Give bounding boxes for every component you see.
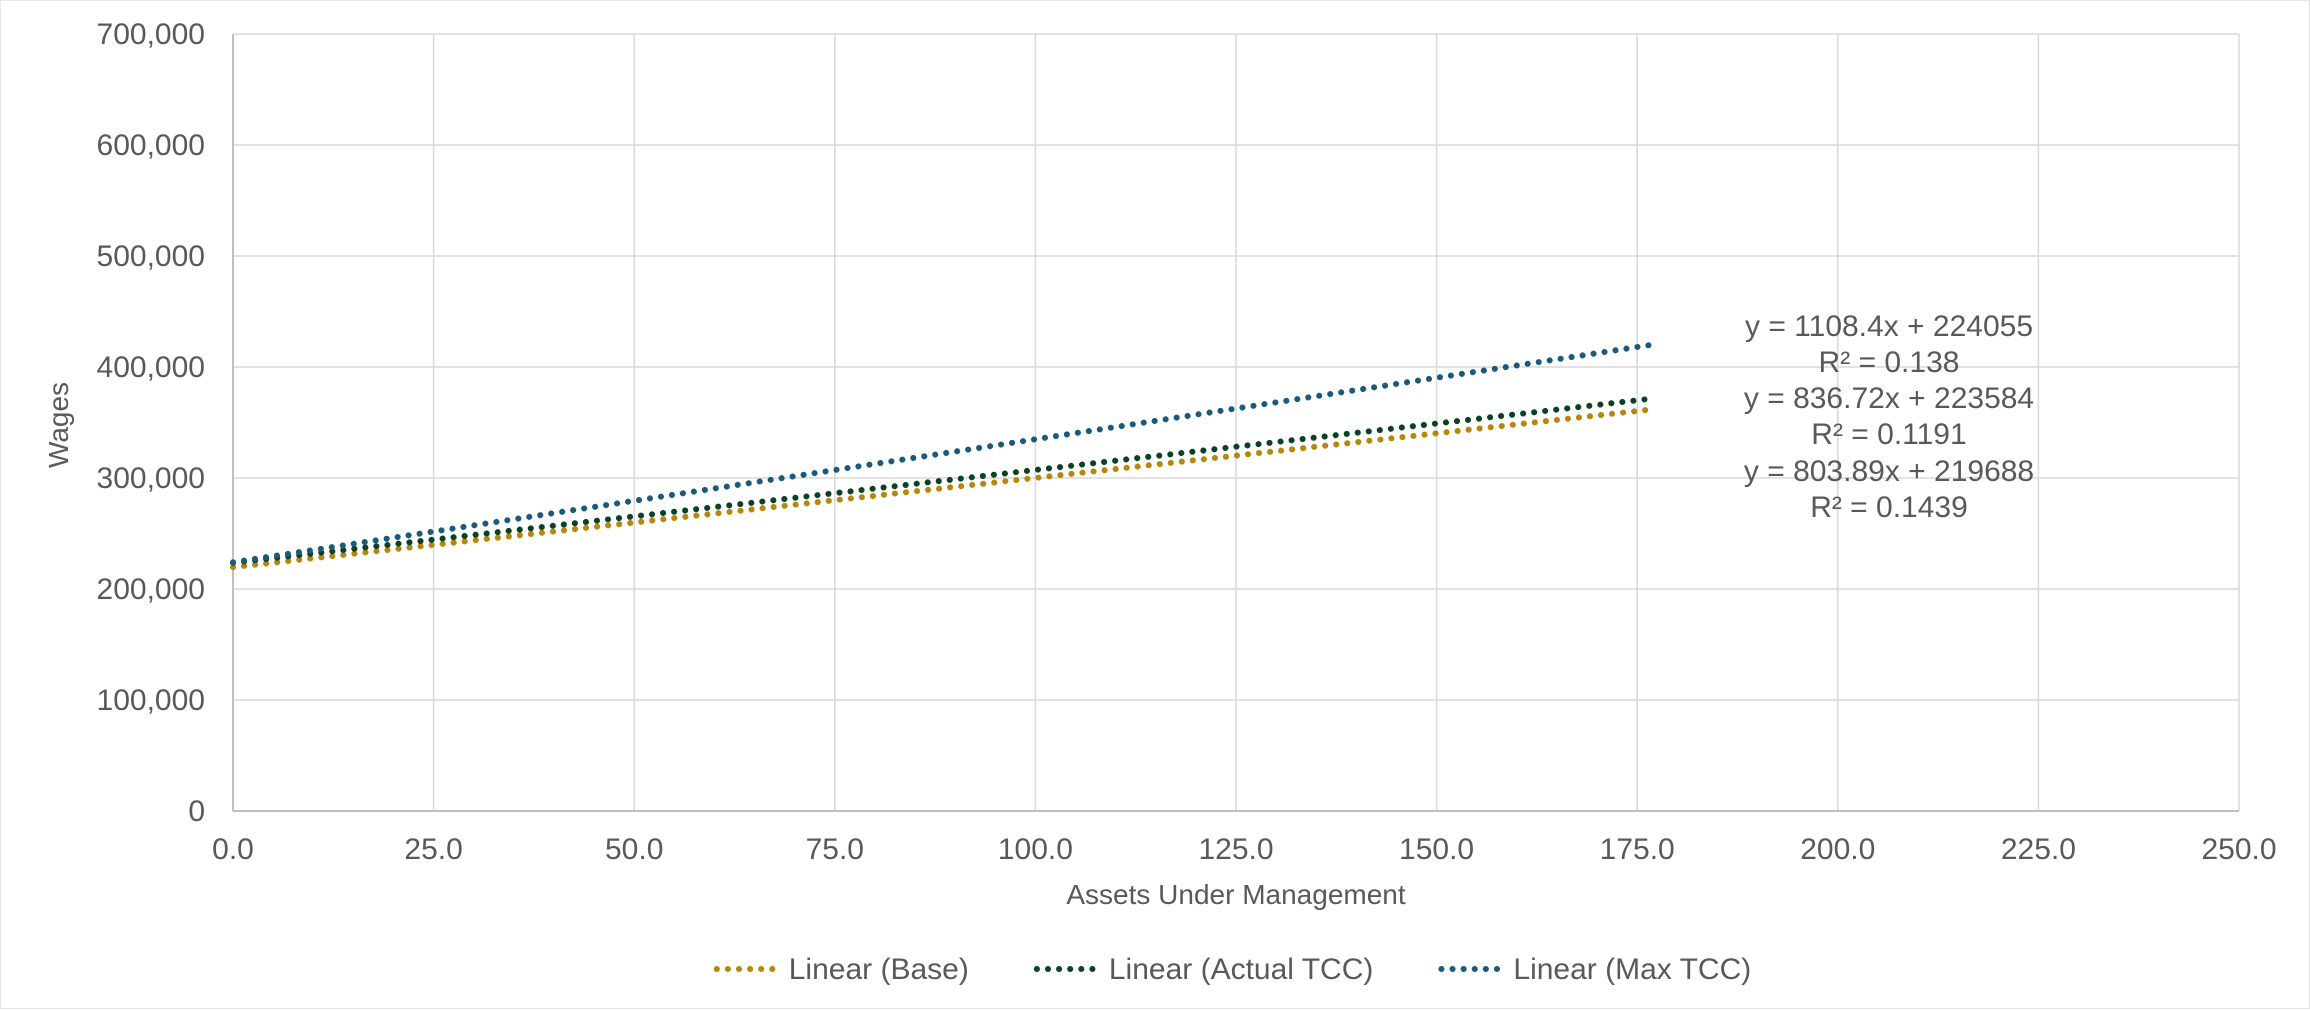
series-line-actual-tcc — [230, 396, 1649, 566]
series-lines — [230, 341, 1657, 571]
x-tick-label: 250.0 — [2201, 833, 2276, 866]
x-tick-label: 200.0 — [1800, 833, 1875, 866]
y-tick-label: 300,000 — [97, 462, 205, 495]
axes — [232, 34, 2239, 812]
equation-actual-tcc: y = 836.72x + 223584 — [1744, 382, 2034, 415]
equation-max-tcc: y = 1108.4x + 224055 — [1745, 310, 2033, 343]
x-axis-title: Assets Under Management — [1066, 879, 1406, 910]
tick-labels: 0 100,000 200,000 300,000 400,000 500,000 600,… — [97, 18, 2277, 866]
r-squared-base: R² = 0.1439 — [1810, 491, 1968, 524]
series-line-base — [230, 407, 1649, 571]
trendline-equations: y = 1108.4x + 224055 R² = 0.138 y = 836.… — [1744, 310, 2034, 524]
legend: Linear (Base) Linear (Actual TCC) Linear (… — [713, 953, 1751, 986]
x-tick-label: 25.0 — [404, 833, 462, 866]
equation-base: y = 803.89x + 219688 — [1744, 455, 2034, 488]
y-tick-label: 500,000 — [97, 240, 205, 273]
y-axis-title: Wages — [43, 382, 74, 468]
y-tick-label: 0 — [188, 795, 205, 828]
y-tick-label: 400,000 — [97, 351, 205, 384]
legend-label-actual-tcc: Linear (Actual TCC) — [1109, 953, 1374, 986]
y-tick-label: 200,000 — [97, 573, 205, 606]
y-tick-label: 100,000 — [97, 684, 205, 717]
y-tick-label: 700,000 — [97, 18, 205, 51]
r-squared-actual-tcc: R² = 0.1191 — [1811, 418, 1966, 451]
x-tick-label: 100.0 — [998, 833, 1073, 866]
x-tick-label: 125.0 — [1198, 833, 1273, 866]
x-tick-label: 225.0 — [2001, 833, 2076, 866]
x-tick-label: 150.0 — [1399, 833, 1474, 866]
legend-label-base: Linear (Base) — [789, 953, 969, 986]
series-line-max-tcc — [230, 341, 1657, 566]
legend-label-max-tcc: Linear (Max TCC) — [1513, 953, 1751, 986]
x-tick-label: 50.0 — [605, 833, 663, 866]
x-tick-label: 75.0 — [806, 833, 864, 866]
x-tick-label: 175.0 — [1600, 833, 1675, 866]
x-tick-label: 0.0 — [212, 833, 254, 866]
y-tick-label: 600,000 — [97, 129, 205, 162]
r-squared-max-tcc: R² = 0.138 — [1819, 346, 1960, 379]
